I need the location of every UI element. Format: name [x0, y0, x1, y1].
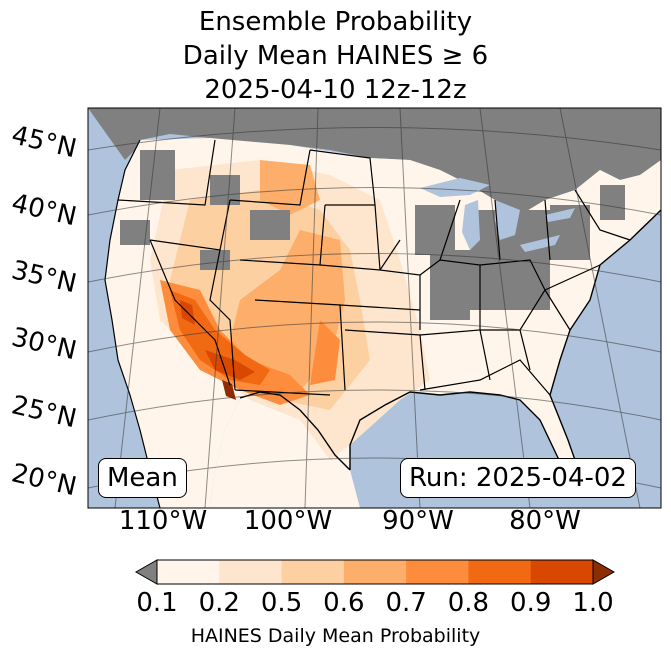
colorbar-segment [219, 560, 283, 584]
colorbar-tick-label: 0.6 [323, 588, 365, 618]
lon-label-100: 100°W [243, 506, 333, 536]
title-line-1: Ensemble Probability [198, 7, 473, 37]
colorbar-title: HAINES Daily Mean Probability [190, 625, 481, 647]
colorbar-segment [281, 560, 345, 584]
colorbar-tick-label: 1.0 [572, 588, 614, 618]
colorbar-segment [406, 560, 469, 584]
lon-label-90: 90°W [382, 506, 454, 536]
lon-label-110: 110°W [118, 506, 208, 536]
colorbar-over-arrow [592, 559, 616, 585]
lon-label-80: 80°W [509, 506, 581, 536]
prob-0.6-region [230, 160, 345, 390]
prob-0.8-region [170, 290, 270, 385]
map-frame [87, 107, 662, 509]
graticule [88, 108, 661, 508]
colorbar-tick-label: 0.7 [385, 588, 427, 618]
prob-0.7-region [160, 280, 340, 405]
colorbar-tick-label: 0.9 [510, 588, 552, 618]
state-borders [104, 139, 631, 508]
colorbar-tick-label: 0.2 [198, 588, 240, 618]
colorbar-tick-label: 0.1 [136, 588, 178, 618]
title-line-2: Daily Mean HAINES ≥ 6 [182, 41, 489, 71]
title-line-3: 2025-04-10 12z-12z [204, 75, 467, 105]
colorbar-segment [343, 560, 407, 584]
colorbar-tick-label: 0.8 [447, 588, 490, 618]
run-label-box: Run: 2025-04-02 [400, 458, 636, 498]
colorbar-segment [157, 560, 220, 584]
stat-label-box: Mean [98, 458, 187, 498]
prob-0.9-region [180, 300, 255, 380]
colorbar-segment [530, 560, 594, 584]
colorbar [134, 559, 616, 585]
colorbar-segment [468, 560, 532, 584]
great-lakes [420, 178, 575, 252]
mexico-land [210, 392, 360, 508]
prob-1.0-region [222, 380, 236, 400]
national-border [239, 209, 661, 471]
colorbar-under-arrow [134, 559, 158, 585]
canada-land [88, 108, 661, 215]
colorbar-tick-label: 0.5 [260, 588, 303, 618]
